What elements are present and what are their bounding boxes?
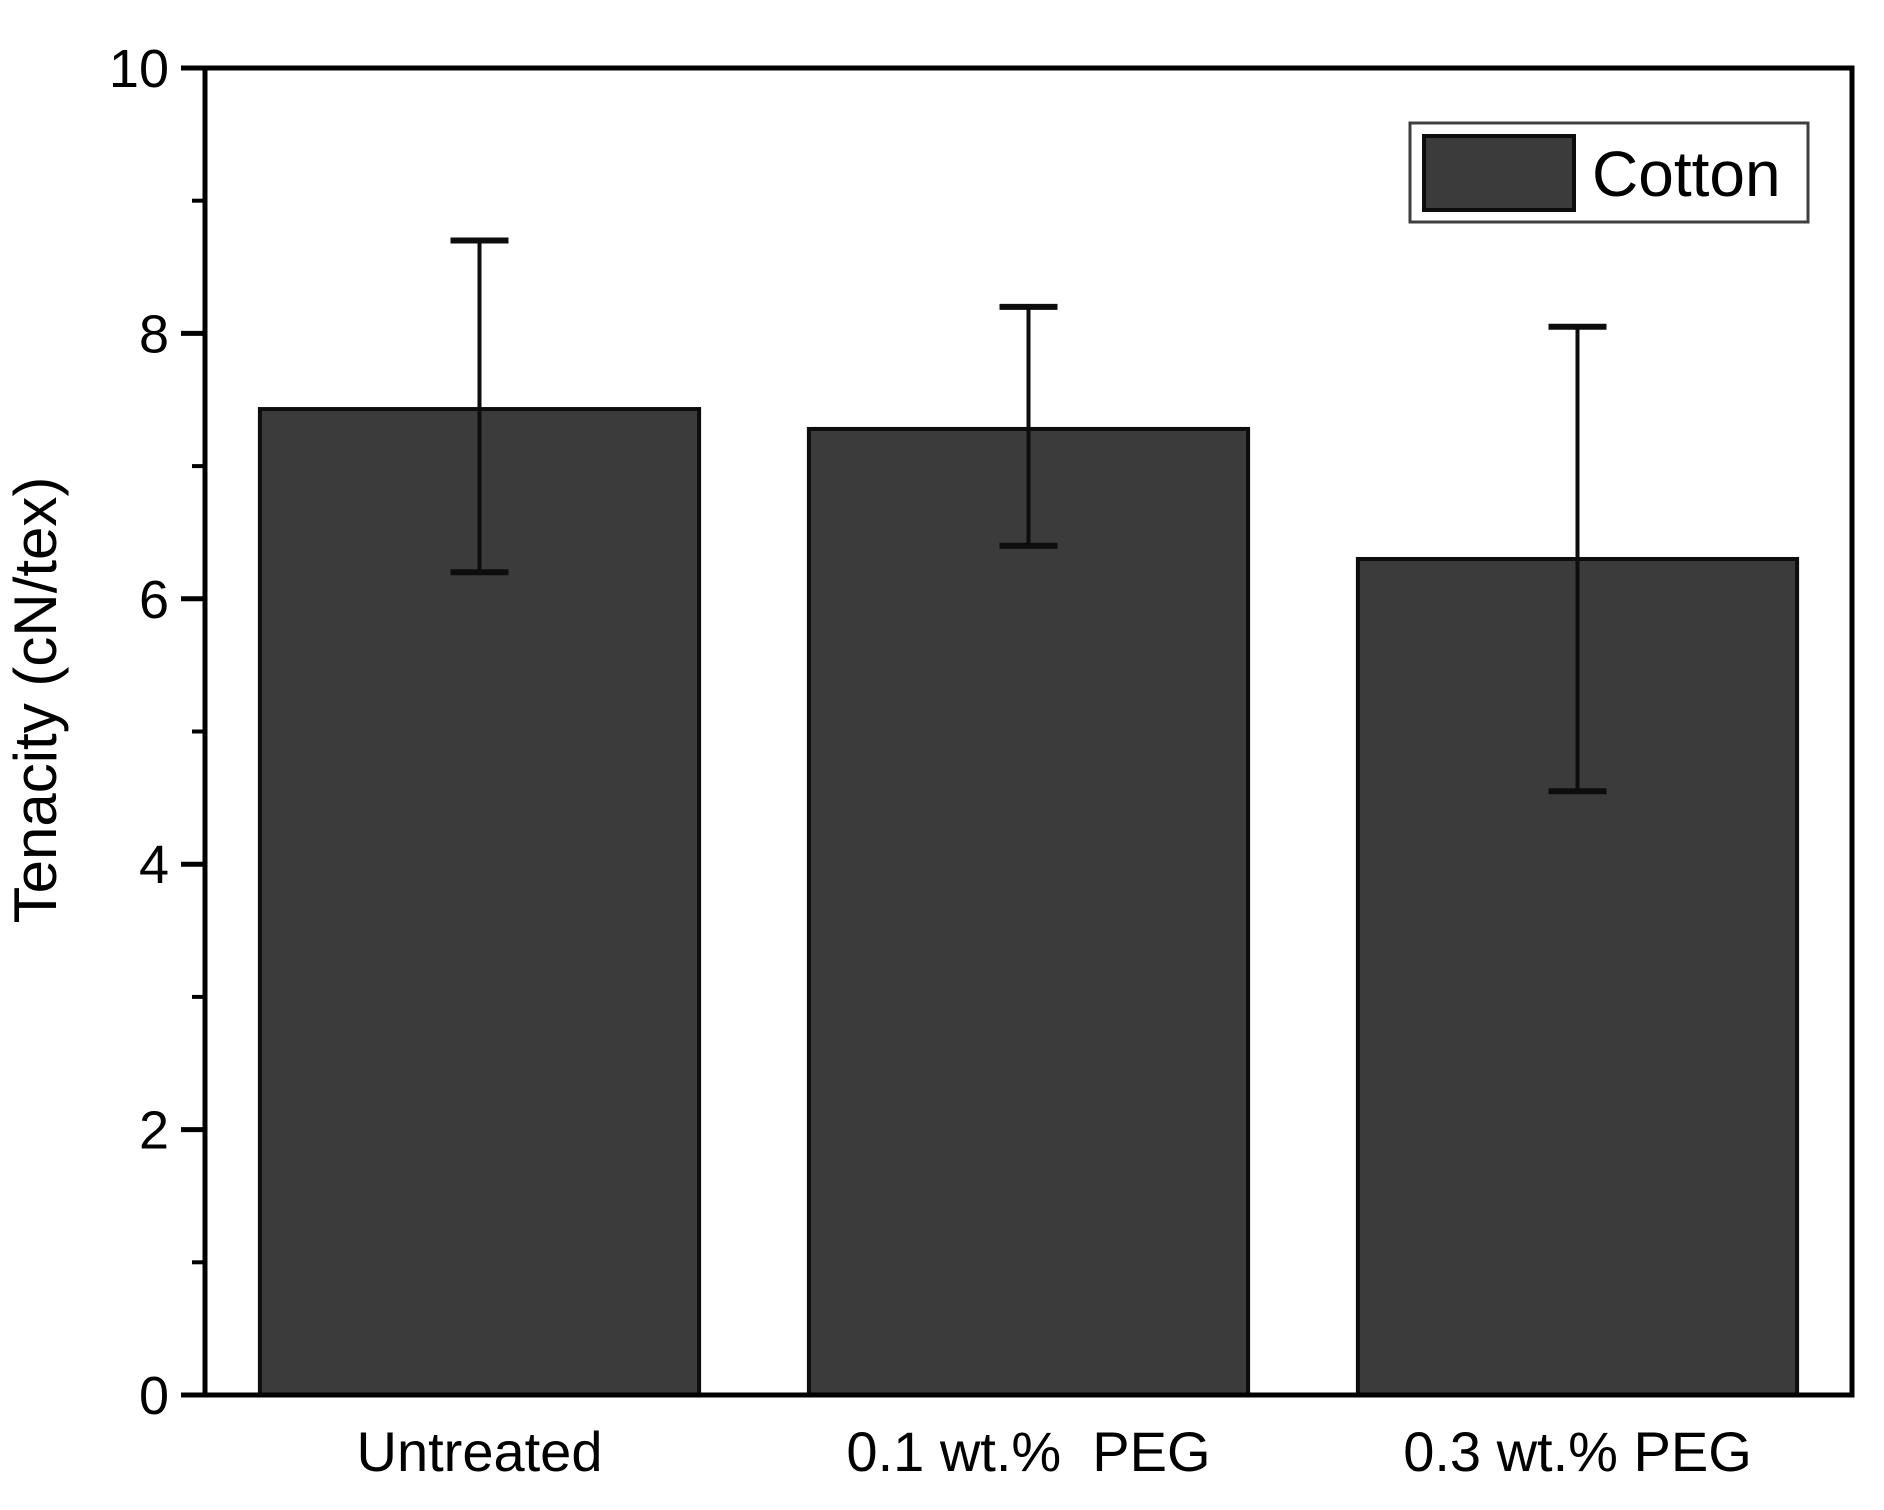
y-tick-label-6: 6 bbox=[139, 570, 169, 630]
legend-swatch bbox=[1422, 134, 1576, 212]
y-tick-label-2: 2 bbox=[139, 1101, 169, 1161]
plot-border bbox=[202, 65, 1855, 1398]
y-tick-label-8: 8 bbox=[139, 304, 169, 364]
legend-label: Cotton bbox=[1592, 138, 1781, 210]
bar-2 bbox=[806, 426, 1251, 1398]
y-tick-label-4: 4 bbox=[139, 835, 169, 895]
y-axis-title: Tenacity (cN/tex) bbox=[2, 477, 69, 924]
y-tick-label-10: 10 bbox=[109, 39, 169, 99]
y-tick-label-0: 0 bbox=[139, 1366, 169, 1426]
x-tick-label-1: Untreated bbox=[357, 1420, 603, 1483]
x-tick-label-3: 0.3 wt.% PEG bbox=[1403, 1420, 1752, 1483]
x-tick-label-2: 0.1 wt.% PEG bbox=[846, 1420, 1210, 1483]
